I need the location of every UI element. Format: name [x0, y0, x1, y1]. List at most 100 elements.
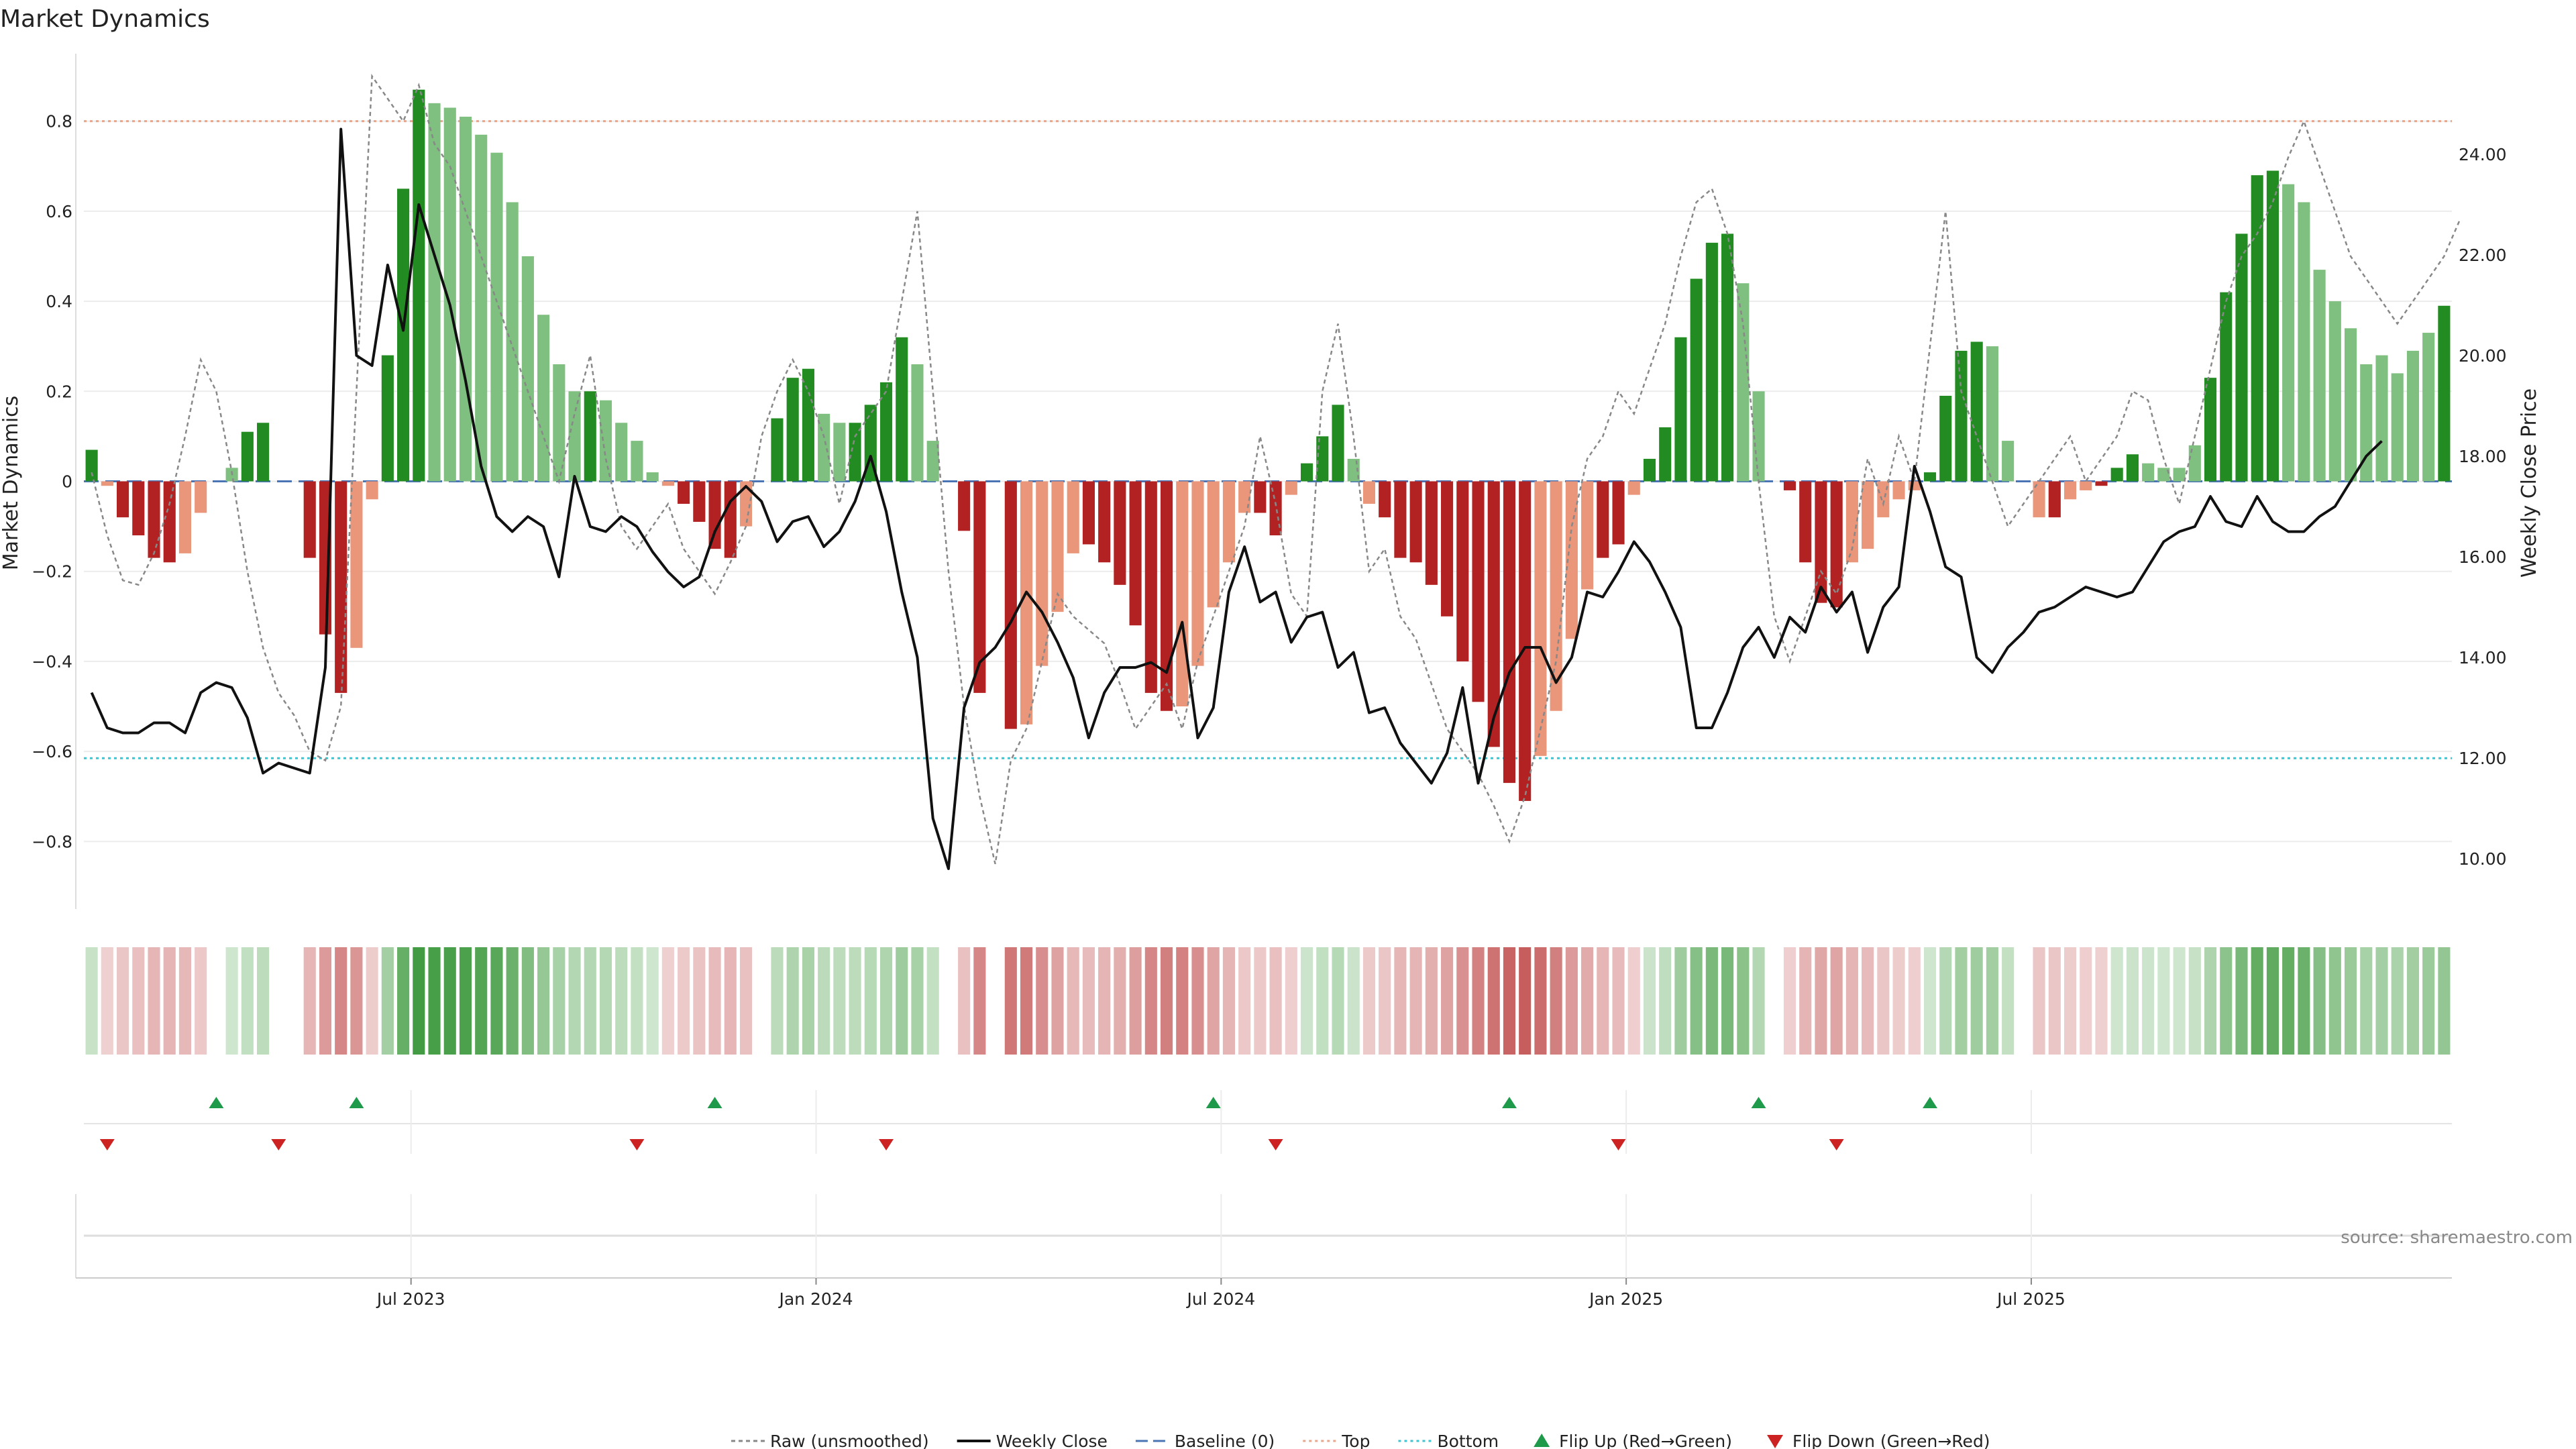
momentum-bar: [2220, 292, 2233, 482]
raw-line: [91, 73, 2461, 865]
heat-cell: [1581, 947, 1594, 1055]
right-tick-label: 10.00: [2459, 849, 2507, 869]
flip-down-marker: [629, 1139, 645, 1150]
legend-label: Weekly Close: [996, 1432, 1108, 1449]
heat-cell: [397, 947, 410, 1055]
momentum-bar: [2063, 481, 2077, 500]
heat-cell: [1550, 947, 1562, 1055]
momentum-bar: [490, 152, 503, 482]
momentum-bar: [1923, 472, 1937, 482]
flip-up-marker: [1501, 1097, 1517, 1108]
right-tick-label: 12.00: [2459, 749, 2507, 768]
left-tick-label: 0: [62, 472, 72, 492]
momentum-bar: [148, 481, 160, 558]
momentum-bar: [958, 481, 971, 531]
heat-cell: [2328, 947, 2341, 1055]
heat-cell: [443, 947, 456, 1055]
heat-cell: [2204, 947, 2217, 1055]
legend: Raw (unsmoothed) Weekly Close Baseline (0)…: [731, 1432, 1990, 1449]
momentum-bar: [2298, 202, 2310, 482]
heat-cell: [225, 947, 238, 1055]
momentum-bar: [428, 103, 441, 482]
momentum-bar: [521, 256, 534, 482]
heat-cell: [786, 947, 799, 1055]
momentum-bar: [911, 364, 924, 482]
momentum-bar: [1534, 481, 1547, 756]
momentum-bar: [350, 481, 363, 648]
momentum-bar: [818, 413, 830, 482]
heat-cell: [849, 947, 861, 1055]
momentum-bar: [2375, 355, 2388, 482]
heat-cell: [2422, 947, 2435, 1055]
heat-cell: [319, 947, 332, 1055]
momentum-bar: [2422, 333, 2435, 482]
heat-cell: [1254, 947, 1267, 1055]
momentum-bar: [397, 189, 410, 482]
heat-cell: [1238, 947, 1251, 1055]
heat-cell: [1830, 947, 1843, 1055]
momentum-bar: [1441, 481, 1454, 616]
heat-cell: [1783, 947, 1796, 1055]
heat-cell: [1362, 947, 1376, 1055]
momentum-bar: [1565, 481, 1578, 639]
momentum-bar: [1456, 481, 1469, 661]
heat-cell: [335, 947, 347, 1055]
momentum-bar: [1659, 427, 1672, 482]
heat-cell: [1565, 947, 1578, 1055]
momentum-bar: [2157, 468, 2170, 482]
momentum-bar: [1269, 481, 1282, 536]
heat-cell: [1705, 947, 1718, 1055]
momentum-bar: [1425, 481, 1438, 585]
heat-cell: [1970, 947, 1983, 1055]
x-tick-label: Jul 2025: [1996, 1289, 2065, 1309]
momentum-bar: [241, 431, 254, 482]
momentum-bar: [1487, 481, 1500, 747]
flip-up-marker: [1751, 1097, 1766, 1108]
heat-cell: [506, 947, 519, 1055]
heat-cell: [802, 947, 814, 1055]
heat-cell: [1191, 947, 1204, 1055]
heat-cell: [2375, 947, 2388, 1055]
momentum-bar: [1472, 481, 1485, 702]
legend-label: Flip Down (Green→Red): [1792, 1432, 1990, 1449]
heat-cell: [864, 947, 877, 1055]
heat-cell: [2126, 947, 2139, 1055]
momentum-bar: [1222, 481, 1235, 563]
momentum-bar: [1067, 481, 1079, 553]
momentum-bar: [615, 423, 628, 482]
momentum-bar: [1394, 481, 1407, 558]
momentum-bar: [849, 423, 861, 482]
heat-cell: [1316, 947, 1329, 1055]
momentum-bars: [85, 89, 2451, 801]
legend-label: Top: [1341, 1432, 1370, 1449]
momentum-bar: [335, 481, 347, 693]
heat-cell: [1222, 947, 1235, 1055]
heat-cell: [2173, 947, 2186, 1055]
momentum-bar: [1612, 481, 1625, 545]
momentum-bar: [1597, 481, 1609, 558]
heat-cell: [1627, 947, 1640, 1055]
momentum-bar: [2188, 445, 2201, 482]
heat-cell: [1659, 947, 1672, 1055]
momentum-bar: [1550, 481, 1562, 711]
momentum-bar: [1160, 481, 1173, 711]
heat-cell: [1004, 947, 1017, 1055]
flip-markers: [84, 1090, 2452, 1154]
right-tick-label: 18.00: [2459, 447, 2507, 466]
momentum-bar: [2406, 350, 2419, 482]
x-tick-label: Jan 2025: [1588, 1289, 1663, 1309]
flip-down-marker: [99, 1139, 115, 1150]
momentum-bar: [678, 481, 690, 504]
left-tick-label: 0.4: [46, 292, 72, 311]
momentum-bar: [646, 472, 659, 482]
heat-cell: [1269, 947, 1282, 1055]
left-tick-label: −0.4: [32, 652, 72, 672]
x-tick-label: Jul 2023: [376, 1289, 445, 1309]
right-tick-label: 22.00: [2459, 246, 2507, 265]
heat-cell: [1020, 947, 1033, 1055]
momentum-bar: [2142, 463, 2155, 482]
heat-cell: [631, 947, 643, 1055]
heat-cell: [646, 947, 659, 1055]
right-tick-label: 16.00: [2459, 547, 2507, 567]
